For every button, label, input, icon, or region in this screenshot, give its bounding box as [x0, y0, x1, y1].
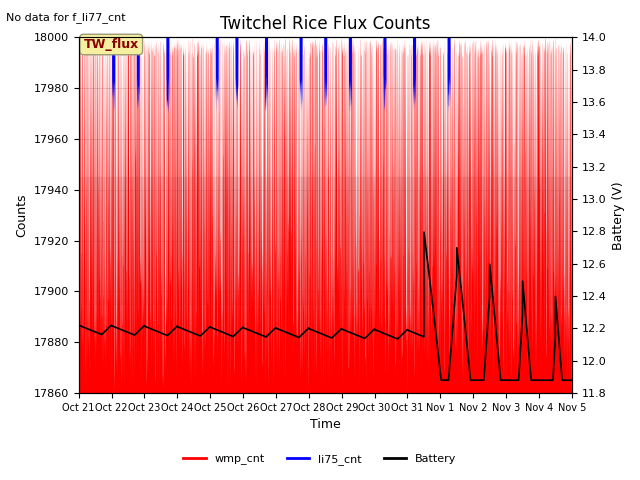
Y-axis label: Battery (V): Battery (V) — [612, 181, 625, 250]
Text: TW_flux: TW_flux — [84, 38, 139, 51]
Y-axis label: Counts: Counts — [15, 193, 28, 237]
Title: Twitchel Rice Flux Counts: Twitchel Rice Flux Counts — [220, 15, 431, 33]
Legend: wmp_cnt, li75_cnt, Battery: wmp_cnt, li75_cnt, Battery — [179, 450, 461, 469]
X-axis label: Time: Time — [310, 419, 340, 432]
Bar — [79, 177, 572, 304]
Text: No data for f_li77_cnt: No data for f_li77_cnt — [6, 12, 126, 23]
